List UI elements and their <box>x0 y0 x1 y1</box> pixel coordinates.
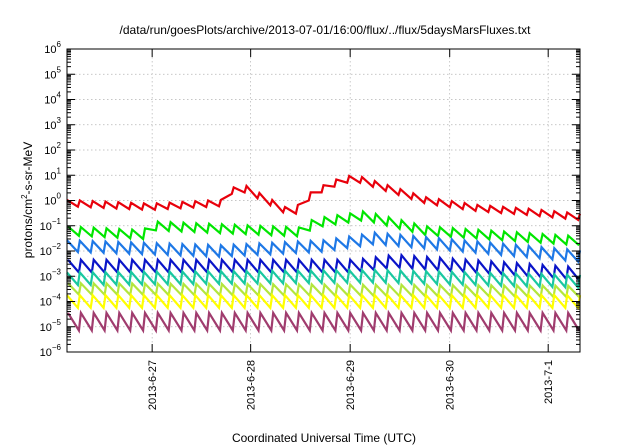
series-line-1 <box>66 174 582 222</box>
x-axis-label: Coordinated Universal Time (UTC) <box>232 431 416 445</box>
grid <box>67 49 580 352</box>
y-axis-ticks: 10−6 10−5 10−4 10−3 10−2 10−1 100 101 102 103 104 1… <box>40 40 580 359</box>
y-axis-label-pre: protons/cm <box>21 199 35 258</box>
x-tick-label: 2013-6-27 <box>147 360 159 410</box>
y-tick-label: 100 <box>44 192 61 208</box>
series-layer <box>66 174 582 334</box>
y-axis-label: protons/cm2-s-sr-MeV <box>20 142 35 258</box>
series-line-7 <box>66 292 582 311</box>
series-line-8 <box>67 309 581 334</box>
y-tick-label: 10−2 <box>40 242 62 258</box>
x-tick-label: 2013-6-30 <box>445 360 457 410</box>
x-tick-label: 2013-6-28 <box>246 360 258 410</box>
x-tick-label: 2013-6-29 <box>345 360 357 410</box>
y-tick-label: 101 <box>44 166 61 182</box>
series-line-2 <box>67 209 580 247</box>
y-axis-label-post: -s-sr-MeV <box>21 142 35 195</box>
y-tick-label: 10−4 <box>40 293 62 309</box>
y-tick-label: 10−6 <box>40 343 62 359</box>
y-tick-label: 106 <box>44 40 61 56</box>
series-line-3 <box>66 230 582 265</box>
y-tick-label: 103 <box>44 116 61 132</box>
y-tick-label: 10−5 <box>40 318 62 334</box>
y-tick-label: 104 <box>44 91 61 107</box>
y-tick-label: 102 <box>44 141 61 157</box>
series-line-5 <box>66 267 582 291</box>
chart-title: /data/run/goesPlots/archive/2013-07-01/1… <box>120 23 532 37</box>
x-axis-ticks: 2013-6-27 2013-6-28 2013-6-29 2013-6-30 2013… <box>147 49 555 410</box>
y-tick-label: 105 <box>44 65 61 81</box>
y-axis-label-sup: 2 <box>20 194 29 199</box>
x-tick-label: 2013-7-1 <box>543 360 555 404</box>
y-tick-label: 10−1 <box>40 217 62 233</box>
y-tick-label: 10−3 <box>40 267 62 283</box>
